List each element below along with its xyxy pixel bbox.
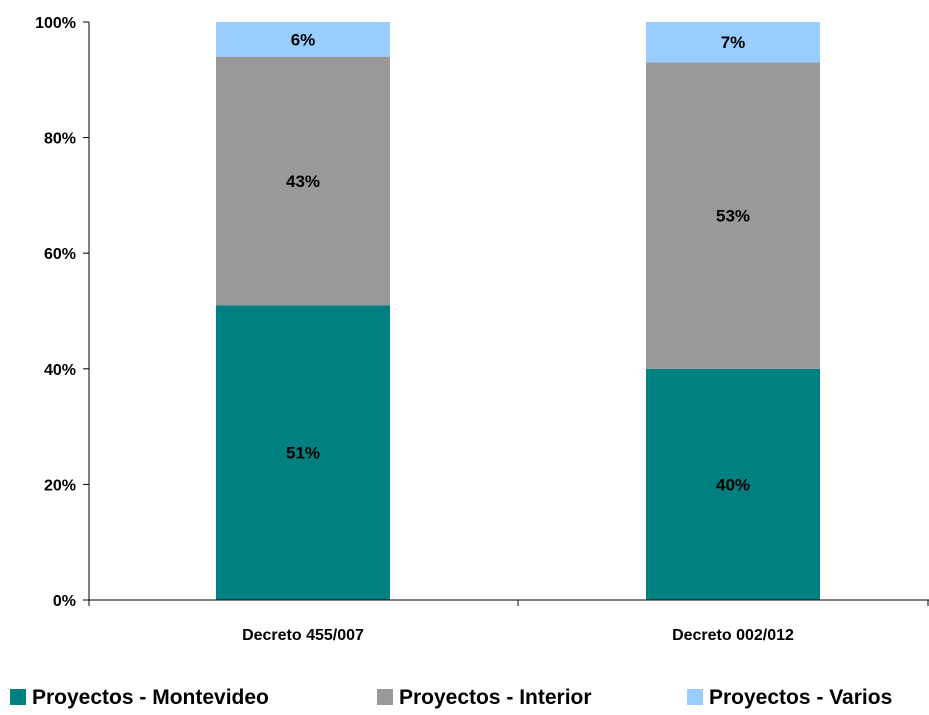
- y-tick-label-2: 40%: [44, 362, 76, 379]
- bar-segment-decreto-455-007-proyectos-montevideo: [216, 305, 390, 600]
- legend-swatch-proyectos-interior: [377, 689, 393, 705]
- bar-segment-decreto-455-007-proyectos-interior: [216, 56, 390, 306]
- bar-segment-decreto-455-007-proyectos-varios: [216, 22, 390, 57]
- legend-swatch-proyectos-montevideo: [10, 689, 26, 705]
- y-tick-label-1: 20%: [44, 477, 76, 494]
- data-label-decreto-002-012-proyectos-montevideo: 40%: [716, 475, 750, 494]
- data-label-decreto-455-007-proyectos-montevideo: 51%: [286, 444, 320, 463]
- x-tick-label-decreto-455-007: Decreto 455/007: [242, 627, 364, 644]
- legend-item-proyectos-montevideo: Proyectos - Montevideo: [10, 686, 269, 709]
- legend-label-proyectos-interior: Proyectos - Interior: [399, 686, 592, 709]
- bar-segment-decreto-002-012-proyectos-montevideo: [646, 368, 820, 600]
- data-label-decreto-455-007-proyectos-interior: 43%: [286, 172, 320, 191]
- y-tick-label-3: 60%: [44, 246, 76, 263]
- bars-layer: [216, 22, 820, 600]
- legend-item-proyectos-interior: Proyectos - Interior: [377, 686, 592, 709]
- legend-swatch-proyectos-varios: [687, 689, 703, 705]
- y-tick-label-0: 0%: [53, 593, 76, 610]
- axes-layer: 0% 20% 40% 60% 80% 100% Decreto 455/007 Decreto…: [35, 15, 929, 644]
- bar-segment-decreto-002-012-proyectos-interior: [646, 62, 820, 369]
- data-label-decreto-455-007-proyectos-varios: 6%: [291, 30, 316, 49]
- legend-item-proyectos-varios: Proyectos - Varios: [687, 686, 892, 709]
- y-tick-label-5: 100%: [35, 15, 76, 32]
- data-label-decreto-002-012-proyectos-varios: 7%: [721, 33, 746, 52]
- bar-segment-decreto-002-012-proyectos-varios: [646, 22, 820, 63]
- x-tick-label-decreto-002-012: Decreto 002/012: [672, 627, 794, 644]
- labels-layer: 51% 43% 6% 40% 53% 7%: [286, 30, 750, 494]
- legend: Proyectos - Montevideo Proyectos - Interi…: [10, 686, 892, 709]
- legend-label-proyectos-varios: Proyectos - Varios: [709, 686, 892, 709]
- data-label-decreto-002-012-proyectos-interior: 53%: [716, 207, 750, 226]
- legend-label-proyectos-montevideo: Proyectos - Montevideo: [32, 686, 269, 709]
- y-tick-label-4: 80%: [44, 131, 76, 148]
